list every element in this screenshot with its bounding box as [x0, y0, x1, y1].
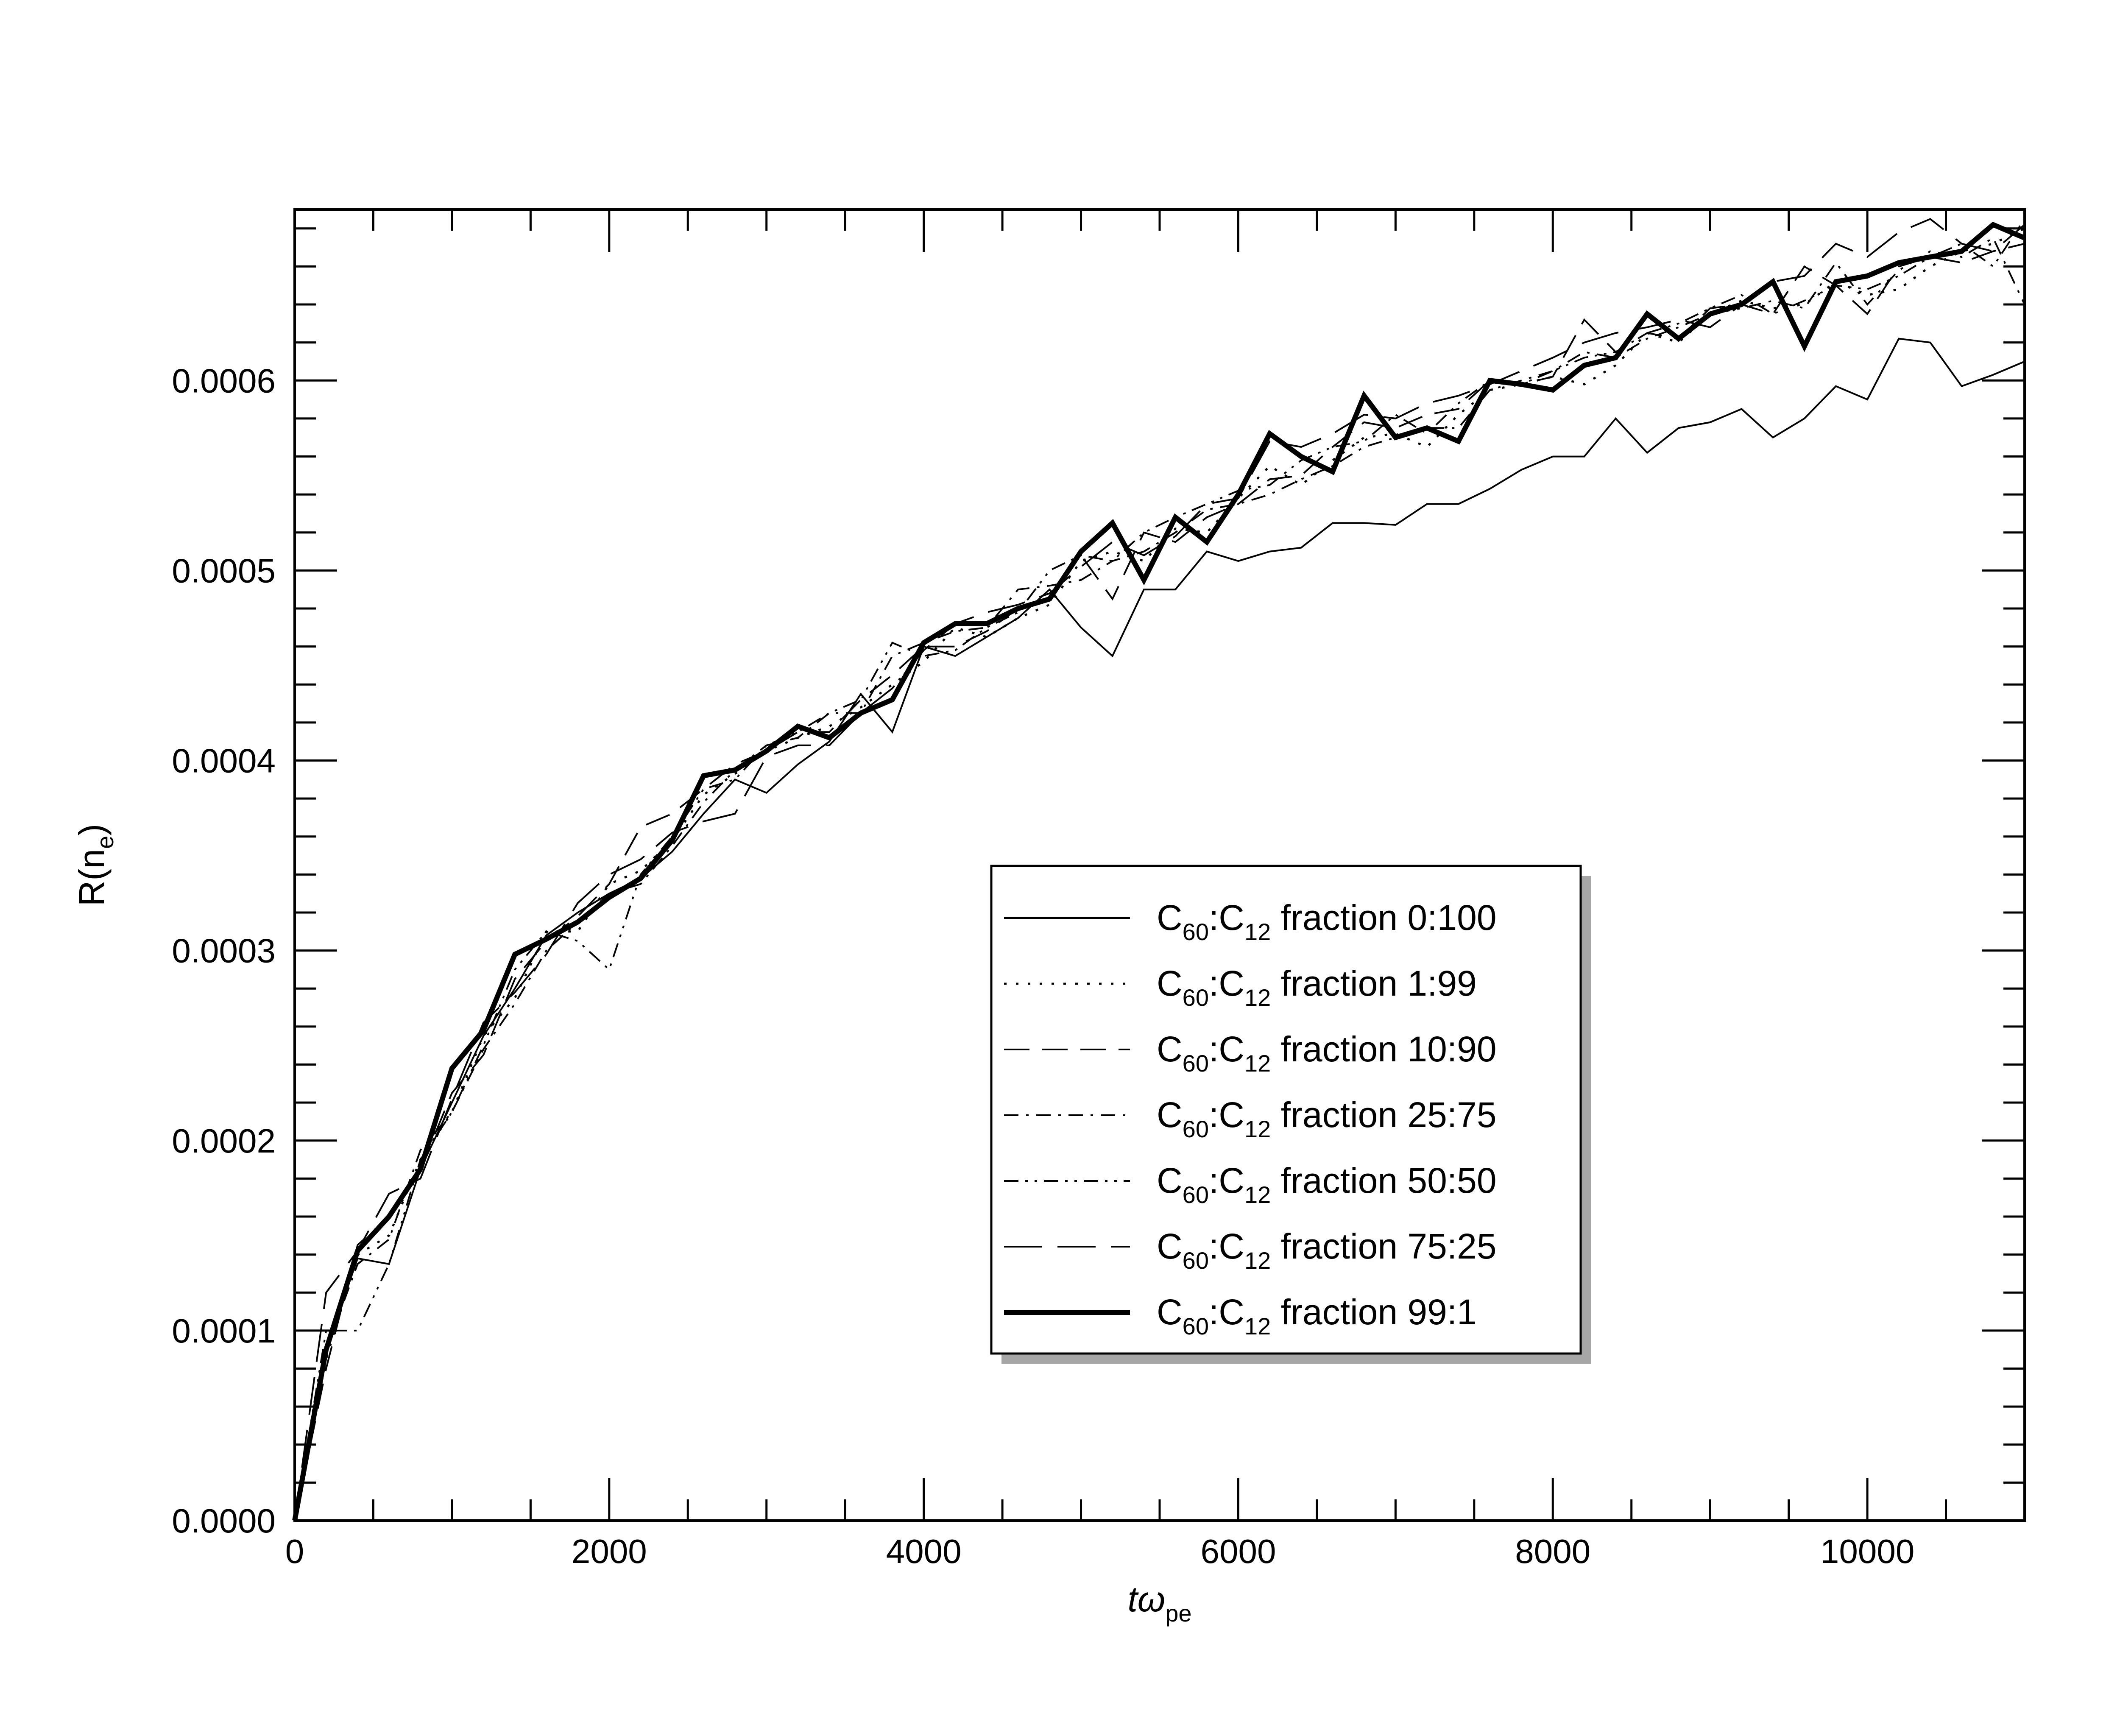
- legend: C60:C12 fraction 0:100 C60:C12 fraction 1…: [990, 865, 1591, 1364]
- x-tick-label: 2000: [572, 1532, 647, 1570]
- legend-label-3: C60:C12 fraction 10:90: [1157, 1029, 1497, 1077]
- legend-box: [990, 865, 1582, 1355]
- y-axis-title-main: R(n: [72, 849, 112, 906]
- plot-frame: [293, 208, 2026, 1522]
- y-tick-label: 0.0001: [172, 1312, 276, 1350]
- y-axis-title: R(ne): [72, 824, 118, 907]
- y-tick-label: 0.0000: [172, 1502, 276, 1540]
- y-axis-title-close: ): [72, 824, 112, 836]
- y-tick-label: 0.0003: [172, 932, 276, 970]
- legend-label-2: C60:C12 fraction 1:99: [1157, 963, 1477, 1011]
- legend-label-5: C60:C12 fraction 50:50: [1157, 1161, 1497, 1208]
- series-line-3: [294, 243, 2025, 1521]
- x-tick-label: 8000: [1515, 1532, 1590, 1570]
- legend-label-4: C60:C12 fraction 25:75: [1157, 1095, 1497, 1142]
- y-axis-title-sub: e: [92, 836, 118, 849]
- legend-label-6: C60:C12 fraction 75:25: [1157, 1226, 1497, 1274]
- y-tick-label: 0.0005: [172, 552, 276, 589]
- x-axis-title-sub: pe: [1165, 1600, 1191, 1627]
- x-axis-title: tωpe: [1127, 1579, 1191, 1627]
- series-line-1: [294, 338, 2025, 1521]
- x-tick-label: 10000: [1820, 1532, 1914, 1570]
- tick-labels: 0 2000 4000 6000 8000 10000 0.0000 0.0001 0.0002…: [172, 362, 1914, 1570]
- legend-label-7: C60:C12 fraction 99:1: [1157, 1292, 1477, 1340]
- y-tick-label: 0.0006: [172, 362, 276, 399]
- series-lines: [292, 218, 2026, 1521]
- x-axis-title-main: tω: [1127, 1579, 1165, 1619]
- axis-ticks: [293, 209, 2026, 1522]
- legend-label-1: C60:C12 fraction 0:100: [1157, 898, 1497, 945]
- x-tick-label: 4000: [886, 1532, 962, 1570]
- y-tick-label: 0.0004: [172, 742, 276, 780]
- x-tick-label: 0: [285, 1532, 304, 1570]
- series-line-5: [294, 218, 2025, 1521]
- legend-items: C60:C12 fraction 0:100 C60:C12 fraction 1…: [1004, 898, 1497, 1340]
- x-tick-label: 6000: [1200, 1532, 1276, 1570]
- series-line-7: [292, 221, 2026, 1521]
- y-tick-label: 0.0002: [172, 1122, 276, 1160]
